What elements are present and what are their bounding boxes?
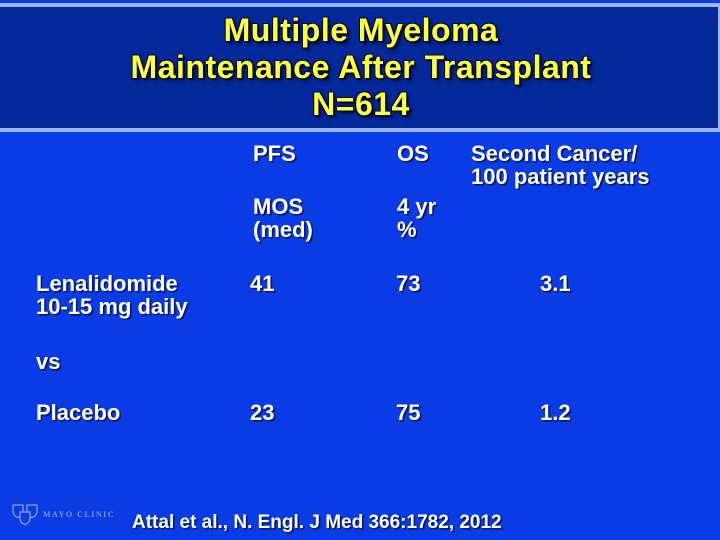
subheader-4yr-line1: 4 yr xyxy=(397,194,437,219)
column-header-pfs: PFS xyxy=(253,141,296,166)
mayo-logo-text: MAYO CLINIC xyxy=(43,509,115,519)
placebo-pfs-value: 23 xyxy=(250,400,275,425)
lenalidomide-os-value: 73 xyxy=(396,271,421,296)
column-header-second-cancer: Second Cancer/ 100 patient years xyxy=(471,142,650,188)
row-lenalidomide-label-line1: Lenalidomide xyxy=(36,271,178,296)
column-header-second-cancer-line2: 100 patient years xyxy=(471,164,650,189)
lenalidomide-pfs-value: 41 xyxy=(250,271,275,296)
lenalidomide-second-cancer-value: 3.1 xyxy=(540,271,571,296)
row-lenalidomide-label: Lenalidomide 10-15 mg daily xyxy=(36,272,188,318)
citation-text: Attal et al., N. Engl. J Med 366:1782, 2… xyxy=(132,512,502,533)
placebo-os-value: 75 xyxy=(396,400,421,425)
title-banner: Multiple Myeloma Maintenance After Trans… xyxy=(0,3,720,132)
title-line-2: Maintenance After Transplant xyxy=(130,49,592,85)
row-placebo-label: Placebo xyxy=(36,400,121,425)
vs-separator-label: vs xyxy=(36,349,61,374)
subheader-mos-line1: MOS xyxy=(253,194,304,219)
subheader-mos-line2: (med) xyxy=(253,217,313,242)
column-header-os: OS xyxy=(397,141,429,166)
subheader-mos-med: MOS (med) xyxy=(253,195,313,241)
title-line-1: Multiple Myeloma xyxy=(223,12,499,48)
mayo-shields-icon xyxy=(12,504,38,526)
mayo-clinic-logo: MAYO CLINIC xyxy=(12,504,115,530)
title-line-3: N=614 xyxy=(312,86,410,122)
page-title: Multiple Myeloma Maintenance After Trans… xyxy=(0,7,718,123)
subheader-4yr-line2: % xyxy=(397,217,417,242)
placebo-second-cancer-value: 1.2 xyxy=(540,400,571,425)
subheader-4yr-pct: 4 yr % xyxy=(397,195,436,241)
row-lenalidomide-label-line2: 10-15 mg daily xyxy=(36,294,188,319)
column-header-second-cancer-line1: Second Cancer/ xyxy=(471,141,638,166)
